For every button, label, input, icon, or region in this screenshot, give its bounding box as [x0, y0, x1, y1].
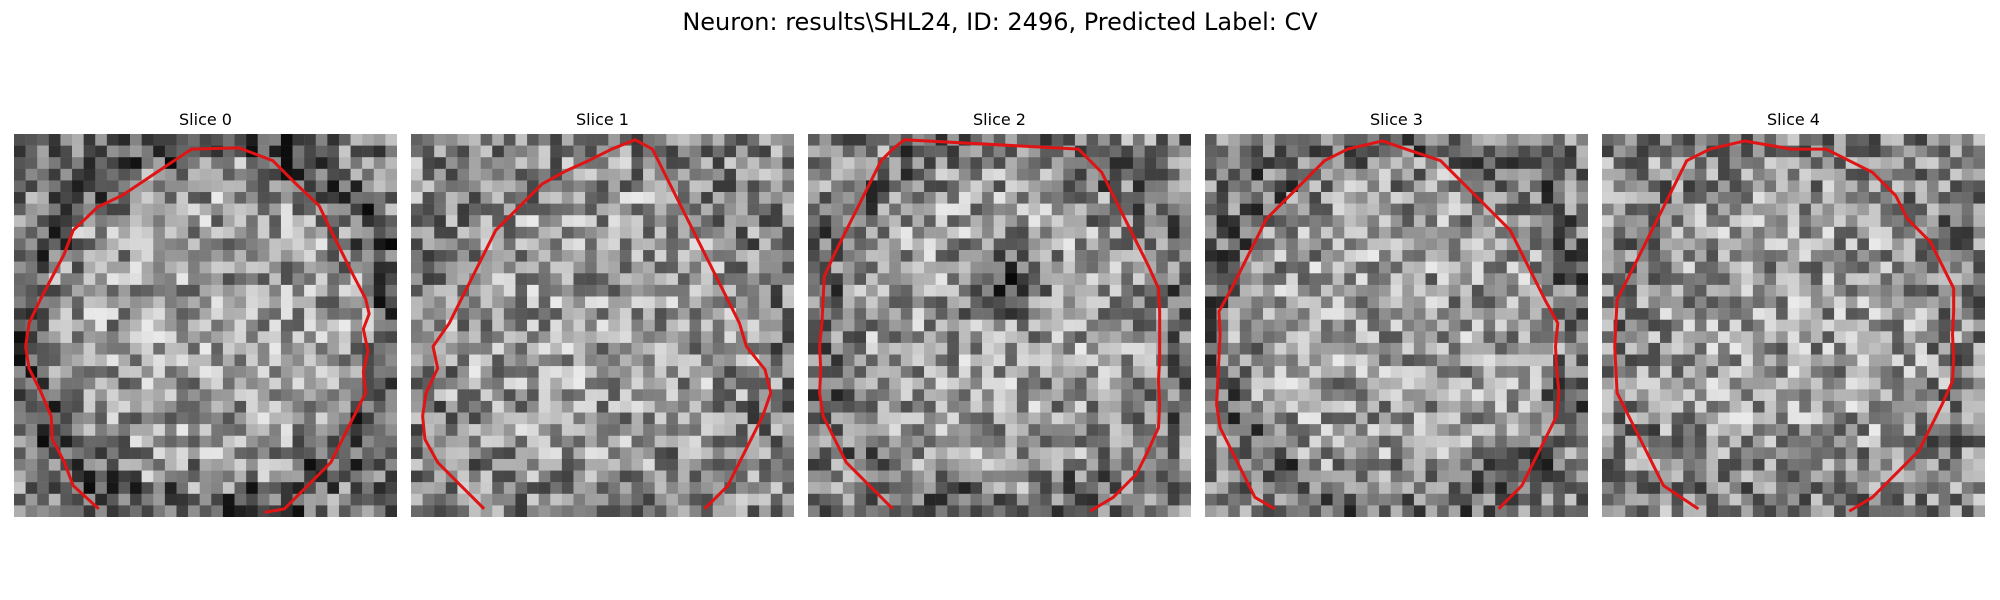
contour-line [1215, 139, 1561, 511]
slice-panel-1: Slice 1 [411, 110, 794, 519]
contour-line [421, 138, 773, 510]
slice-title: Slice 1 [576, 110, 629, 129]
slice-panel-4: Slice 4 [1602, 110, 1985, 519]
slice-title: Slice 0 [179, 110, 232, 129]
slice-image-0 [14, 134, 397, 517]
slice-title: Slice 4 [1767, 110, 1820, 129]
slice-image-2 [808, 134, 1191, 517]
slice-image-3 [1205, 134, 1588, 517]
slice-title: Slice 2 [973, 110, 1026, 129]
figure-title: Neuron: results\SHL24, ID: 2496, Predict… [682, 8, 1318, 36]
slice-image-4 [1602, 134, 1985, 517]
contour-line [1613, 139, 1956, 513]
contour-line [818, 138, 1162, 513]
slice-panel-0: Slice 0 [14, 110, 397, 519]
slice-image-1 [411, 134, 794, 517]
slice-panel-3: Slice 3 [1205, 110, 1588, 519]
contour-line [24, 146, 371, 514]
slice-title: Slice 3 [1370, 110, 1423, 129]
slice-panel-2: Slice 2 [808, 110, 1191, 519]
